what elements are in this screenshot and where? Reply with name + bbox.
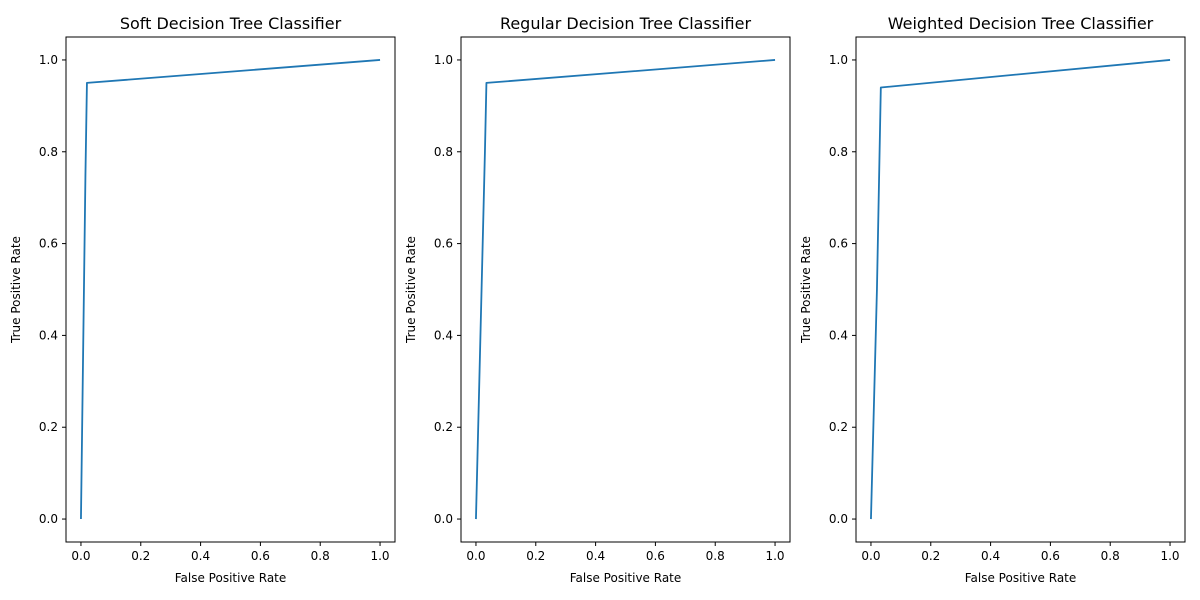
y-axis-label: True Positive Rate — [799, 236, 813, 344]
y-tick-label: 0.4 — [39, 328, 58, 342]
y-tick-label: 0.0 — [434, 512, 453, 526]
x-tick-label: 0.8 — [1101, 549, 1120, 563]
y-tick-label: 0.4 — [434, 328, 453, 342]
y-tick-label: 0.2 — [434, 420, 453, 434]
roc-curve-line — [870, 59, 1171, 520]
y-tick-label: 0.8 — [39, 145, 58, 159]
y-tick-label: 0.0 — [829, 512, 848, 526]
axes-frame — [460, 36, 791, 543]
x-tick-label: 0.0 — [466, 549, 485, 563]
x-tick-label: 0.2 — [921, 549, 940, 563]
x-tick-label: 0.6 — [646, 549, 665, 563]
y-tick-label: 0.0 — [39, 512, 58, 526]
x-tick-label: 0.6 — [251, 549, 270, 563]
x-tick-label: 1.0 — [370, 549, 389, 563]
chart-title: Soft Decision Tree Classifier — [120, 14, 342, 33]
x-tick-label: 1.0 — [1160, 549, 1179, 563]
panel-regular: Regular Decision Tree Classifier False P… — [404, 14, 791, 585]
x-axis-label: False Positive Rate — [570, 571, 682, 585]
y-tick-label: 0.8 — [829, 145, 848, 159]
chart-title: Regular Decision Tree Classifier — [500, 14, 752, 33]
x-tick-label: 0.8 — [706, 549, 725, 563]
y-tick-label: 0.6 — [39, 237, 58, 251]
chart-title: Weighted Decision Tree Classifier — [888, 14, 1154, 33]
x-tick-label: 0.4 — [191, 549, 210, 563]
x-tick-label: 0.2 — [526, 549, 545, 563]
panel-soft: Soft Decision Tree Classifier False Posi… — [9, 14, 396, 585]
x-tick-label: 0.4 — [981, 549, 1000, 563]
y-tick-label: 1.0 — [829, 53, 848, 67]
y-tick-label: 0.6 — [434, 237, 453, 251]
x-tick-label: 1.0 — [765, 549, 784, 563]
x-tick-label: 0.0 — [861, 549, 880, 563]
axes-frame — [855, 36, 1186, 543]
roc-curve-line — [80, 59, 381, 520]
x-tick-label: 0.2 — [131, 549, 150, 563]
y-axis-label: True Positive Rate — [9, 236, 23, 344]
y-tick-label: 0.2 — [39, 420, 58, 434]
y-tick-label: 0.8 — [434, 145, 453, 159]
x-tick-label: 0.8 — [311, 549, 330, 563]
x-axis-label: False Positive Rate — [965, 571, 1077, 585]
y-tick-label: 0.2 — [829, 420, 848, 434]
x-axis-label: False Positive Rate — [175, 571, 287, 585]
panel-weighted: Weighted Decision Tree Classifier False … — [799, 14, 1186, 585]
y-tick-label: 0.6 — [829, 237, 848, 251]
y-axis-label: True Positive Rate — [404, 236, 418, 344]
x-tick-label: 0.4 — [586, 549, 605, 563]
y-tick-label: 1.0 — [39, 53, 58, 67]
y-tick-label: 1.0 — [434, 53, 453, 67]
x-tick-label: 0.0 — [71, 549, 90, 563]
axes-frame — [65, 36, 396, 543]
y-tick-label: 0.4 — [829, 328, 848, 342]
roc-curve-line — [475, 59, 776, 520]
x-tick-label: 0.6 — [1041, 549, 1060, 563]
